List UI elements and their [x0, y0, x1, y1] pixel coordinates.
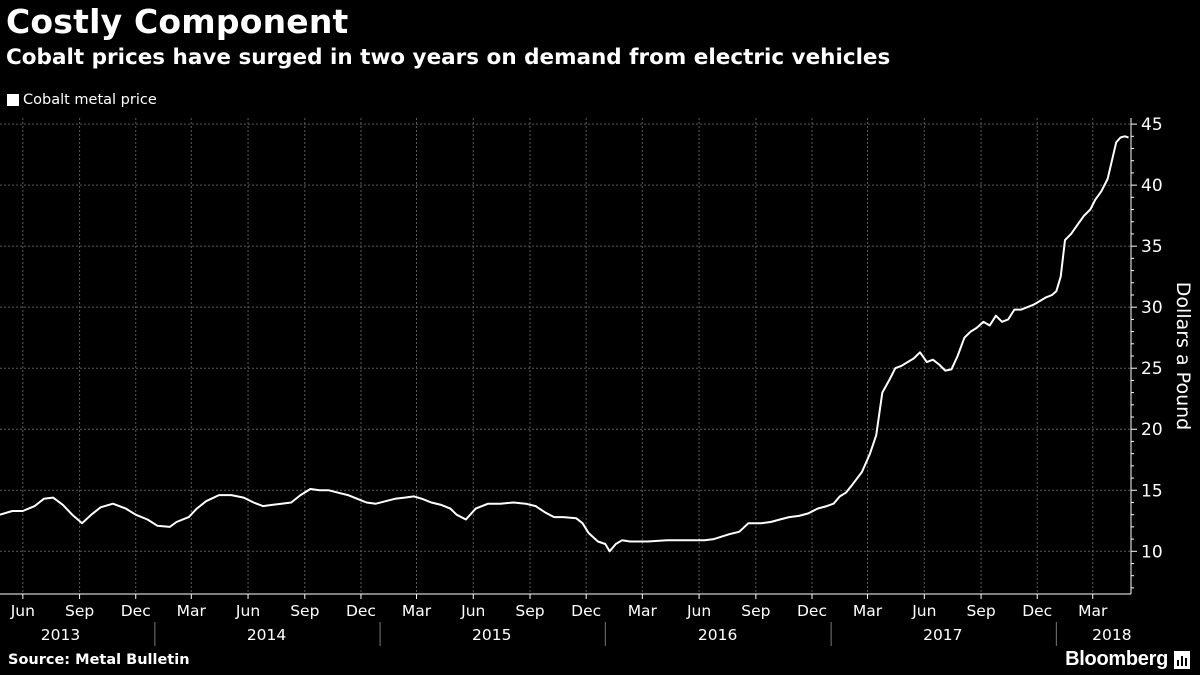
chart-title: Costly Component: [6, 2, 349, 41]
x-tick-label: Mar: [628, 602, 658, 620]
year-label: 2016: [698, 626, 737, 644]
y-axis: 10 15 20 25 30 35 40 45: [1130, 115, 1163, 594]
y-axis-title: Dollars a Pound: [1172, 282, 1194, 430]
year-label: 2015: [472, 626, 511, 644]
brand-name: Bloomberg: [1065, 648, 1168, 670]
x-tick-label: Dec: [346, 602, 376, 620]
y-tick-label: 20: [1141, 420, 1163, 440]
x-tick-label: Dec: [1022, 602, 1052, 620]
y-tick-label: 30: [1141, 298, 1163, 318]
x-tick-label: Mar: [853, 602, 883, 620]
brand-logo: Bloomberg: [1065, 648, 1190, 671]
legend-label: Cobalt metal price: [23, 92, 157, 108]
x-tick-label: Mar: [402, 602, 432, 620]
x-tick-label: Jun: [235, 602, 260, 620]
year-label: 2017: [923, 626, 962, 644]
x-tick-label: Sep: [65, 602, 94, 620]
bloomberg-icon: [1174, 650, 1190, 669]
x-tick-label: Dec: [797, 602, 827, 620]
x-tick-label: Sep: [741, 602, 770, 620]
year-label: 2018: [1092, 626, 1131, 644]
cobalt-price-line: [0, 135, 1129, 553]
x-axis: Jun Sep Dec Mar Jun Sep Dec Mar Jun Sep Dec Mar Jun S…: [0, 593, 1132, 646]
x-tick-label: Sep: [515, 602, 544, 620]
x-tick-label: Jun: [10, 602, 35, 620]
year-label: 2013: [41, 626, 80, 644]
y-tick-label: 15: [1141, 481, 1163, 501]
year-label: 2014: [247, 626, 286, 644]
x-tick-label: Mar: [1078, 602, 1108, 620]
x-tick-label: Mar: [177, 602, 207, 620]
x-tick-label: Dec: [571, 602, 601, 620]
y-tick-label: 45: [1141, 115, 1163, 135]
grid: [0, 118, 1131, 594]
y-tick-label: 25: [1141, 359, 1163, 379]
x-tick-label: Jun: [460, 602, 485, 620]
x-tick-label: Jun: [686, 602, 711, 620]
x-tick-label: Jun: [911, 602, 936, 620]
chart-subtitle: Cobalt prices have surged in two years o…: [6, 45, 891, 70]
legend: Cobalt metal price: [7, 92, 157, 108]
x-tick-label: Sep: [290, 602, 319, 620]
y-tick-label: 10: [1141, 542, 1163, 562]
y-tick-label: 35: [1141, 237, 1163, 257]
y-tick-label: 40: [1141, 176, 1163, 196]
x-tick-label: Dec: [121, 602, 151, 620]
source-note: Source: Metal Bulletin: [8, 652, 190, 668]
x-tick-label: Sep: [966, 602, 995, 620]
legend-swatch: [7, 94, 19, 106]
